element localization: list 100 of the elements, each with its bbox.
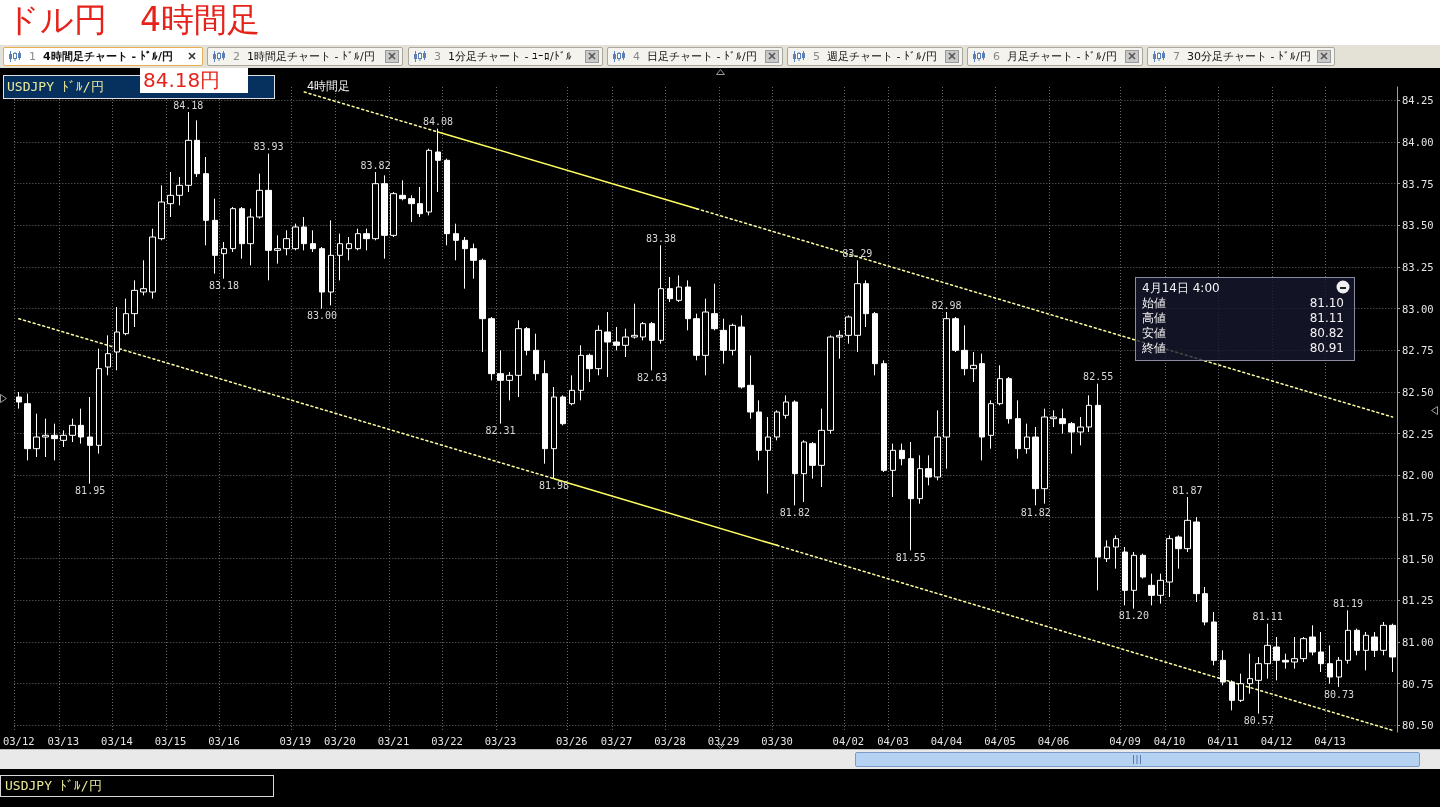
annotation: 81.19 [1332, 597, 1363, 609]
candlestick [176, 176, 183, 206]
x-tick-label: 04/12 [1260, 734, 1293, 747]
candlestick [78, 408, 84, 445]
candlestick [1327, 644, 1333, 685]
candlestick [970, 351, 977, 383]
candlestick [328, 219, 334, 306]
candlestick [140, 259, 147, 296]
candlestick [158, 184, 165, 241]
candlestick [1122, 546, 1128, 606]
candlestick [506, 371, 513, 401]
candlestick [1300, 636, 1307, 663]
candlestick [863, 279, 869, 328]
candlestick [1264, 623, 1271, 680]
candlestick [1291, 636, 1298, 670]
candlestick [390, 191, 397, 238]
x-tick-label: 03/19 [279, 734, 312, 747]
candlestick [96, 348, 102, 455]
candlestick [872, 311, 878, 376]
annotation: 84.08 [422, 116, 454, 128]
candlestick [123, 298, 129, 336]
candlestick [346, 236, 352, 261]
candlestick [738, 314, 745, 390]
x-tick-label: 03/27 [600, 734, 633, 747]
chart-title: ドル円 4時間足 [6, 0, 260, 41]
candlestick [417, 186, 423, 218]
x-tick-label: 04/03 [877, 734, 909, 747]
candlestick [1238, 673, 1244, 703]
x-tick-label: 03/28 [654, 734, 686, 747]
candlestick [631, 303, 638, 340]
annotation: 82.63 [637, 371, 668, 383]
y-tick-label: 81.50 [1402, 552, 1434, 565]
candlestick [114, 306, 120, 371]
candlestick [247, 208, 254, 266]
x-tick-label: 04/04 [930, 734, 963, 747]
annotation: 84.18 [173, 99, 204, 111]
candlestick [355, 228, 361, 251]
candlestick [604, 311, 611, 378]
candlestick [239, 206, 245, 260]
annotation: 81.82 [779, 506, 810, 518]
text: 7 30分足チャート - ﾄﾞﾙ/円 [1173, 49, 1311, 65]
annotation: 84.18円 [140, 68, 248, 93]
candlestick [720, 318, 727, 365]
candlestick [1247, 653, 1253, 695]
candlestick [470, 243, 477, 280]
candlestick [194, 119, 200, 178]
text: USDJPY ﾄﾞﾙ/円 [0, 775, 274, 797]
y-tick-label: 82.50 [1402, 386, 1434, 398]
text: 4 日足チャート - ﾄﾞﾙ/円 [633, 49, 757, 65]
candlestick [809, 441, 816, 480]
candlestick [890, 443, 896, 498]
candlestick [667, 276, 673, 303]
candlestick [167, 171, 174, 218]
candlestick [301, 216, 307, 251]
y-tick-label: 81.00 [1402, 636, 1434, 648]
candlestick [676, 274, 682, 303]
candlestick [693, 313, 700, 361]
x-tick-label: 03/30 [761, 734, 793, 747]
annotation: 81.95 [75, 485, 106, 497]
candlestick [1140, 553, 1146, 580]
candlestick [105, 334, 111, 376]
candlestick [765, 416, 771, 495]
text: 2 1時間足チャート - ﾄﾞﾙ/円 [233, 49, 375, 65]
chart-subtitle: USDJPY ﾄﾞﾙ/円 [7, 79, 104, 94]
candlestick [1175, 534, 1182, 570]
candlestick [854, 259, 861, 353]
candlestick [792, 399, 798, 506]
annotation: 82.31 [485, 425, 516, 437]
candlestick [381, 174, 388, 260]
candlestick [453, 223, 459, 261]
candlestick [1032, 426, 1039, 506]
candlestick [230, 206, 236, 253]
x-tick-label: 03/20 [324, 734, 356, 747]
candlestick [1371, 631, 1378, 658]
candlestick [542, 359, 548, 465]
candlestick [1255, 656, 1262, 715]
x-tick-label: 03/23 [484, 734, 517, 747]
candlestick [462, 236, 468, 290]
candlestick [1282, 653, 1289, 670]
candlestick [613, 326, 620, 351]
candlestick [221, 241, 227, 280]
candlestick [203, 156, 209, 246]
text: 6 月足チャート - ﾄﾞﾙ/円 [993, 49, 1117, 65]
candlestick [372, 171, 379, 241]
text: 3 1分足チャート - ﾕｰﾛ/ﾄﾞﾙ [434, 49, 572, 65]
annotation: 80.57 [1243, 715, 1274, 727]
candlestick [212, 198, 218, 275]
candlestick [131, 279, 138, 328]
candlestick [1050, 409, 1057, 428]
candlestick [997, 364, 1003, 406]
candlestick [274, 234, 281, 265]
candlestick [1068, 421, 1075, 455]
candlestick [649, 321, 655, 371]
candlestick [961, 324, 968, 376]
candlestick [1336, 656, 1342, 688]
x-tick-label: 04/09 [1109, 734, 1141, 747]
candlestick [444, 158, 450, 246]
candlestick [24, 393, 31, 461]
annotation: 83.29 [842, 247, 873, 259]
candlestick [33, 413, 40, 458]
